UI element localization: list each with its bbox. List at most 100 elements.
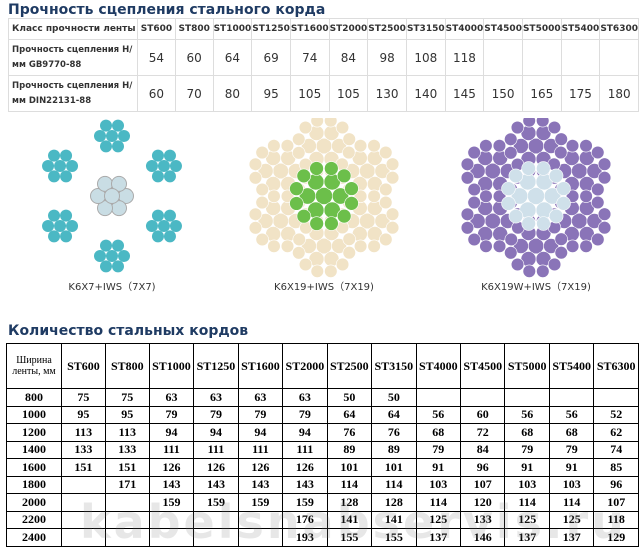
cell: 75: [104, 388, 150, 407]
cell: 105: [289, 75, 330, 112]
wire: [331, 238, 347, 254]
cell: 126: [193, 458, 239, 477]
wire: [504, 146, 518, 160]
cell: 94: [148, 423, 195, 442]
wire: [479, 139, 493, 153]
cell: 76: [371, 423, 417, 442]
cell: 1000: [6, 405, 62, 424]
wire: [460, 171, 475, 185]
title: Прочность сцепления стального корда: [8, 2, 326, 18]
wire: [492, 239, 507, 253]
wire: [292, 232, 306, 247]
wire: [100, 239, 112, 252]
cell: 111: [148, 440, 195, 459]
cell: 74: [593, 440, 639, 459]
wire: [298, 120, 313, 135]
wire: [591, 145, 605, 160]
wire: [106, 250, 118, 262]
cell: 140: [405, 75, 446, 112]
wire: [504, 232, 518, 247]
wire: [267, 139, 281, 153]
cell: 146: [460, 528, 506, 547]
wire: [301, 138, 317, 154]
wire: [54, 220, 67, 232]
cell: 63: [237, 388, 284, 407]
wire: [385, 171, 400, 185]
wire: [151, 170, 164, 183]
wire: [547, 120, 562, 135]
row: 2400 193 155 155 137 146 137 137 129: [6, 528, 639, 547]
wire: [100, 260, 112, 273]
wire: [379, 232, 393, 247]
wire: [267, 189, 281, 203]
wire: [267, 239, 281, 253]
wire: [591, 182, 605, 197]
cell: 69: [251, 39, 291, 76]
header-cell: ST1250: [193, 343, 239, 389]
wire: [248, 157, 263, 171]
cell: 165: [521, 75, 562, 112]
wire: [335, 120, 350, 135]
wire: [374, 213, 391, 229]
wire: [104, 188, 120, 204]
cell: 60: [174, 39, 214, 76]
cell: 62: [593, 423, 639, 442]
cell: 54: [137, 39, 176, 76]
wire: [467, 195, 481, 210]
cell: 79: [504, 440, 550, 459]
wire: [511, 187, 529, 205]
cell: 171: [104, 475, 150, 494]
cell: 111: [237, 440, 284, 459]
cell: 143: [193, 475, 239, 494]
wire: [324, 161, 339, 176]
row: 1800 171 143 143 143 143 114 114 103 107 103 103 96: [6, 475, 639, 494]
title: Количество стальных кордов: [8, 323, 249, 339]
wire: [60, 149, 73, 162]
wire: [586, 213, 603, 229]
wire: [100, 119, 112, 132]
wire: [492, 139, 507, 153]
cell: 176: [282, 510, 328, 529]
wire: [257, 163, 274, 179]
wire: [460, 207, 475, 221]
cell: 80: [212, 75, 253, 112]
wire: [342, 132, 356, 146]
cell: 56: [415, 405, 462, 424]
cell: 84: [328, 39, 369, 76]
diagram-label: K6X19+IWS（7X19): [274, 281, 374, 293]
cell: [504, 388, 550, 407]
row: 2200 176 141 141 125 133 125 125 118: [6, 510, 639, 529]
wire: [548, 208, 564, 224]
wire: [310, 264, 324, 278]
wire: [255, 145, 269, 160]
cell: 151: [60, 458, 106, 477]
wire: [591, 195, 605, 210]
wire: [151, 209, 164, 222]
wire: [299, 187, 317, 205]
wire: [554, 232, 568, 246]
wire: [367, 139, 381, 153]
wire: [597, 171, 612, 185]
wire: [353, 239, 368, 253]
header-cell: ST2000: [328, 18, 369, 40]
cell: 50: [326, 388, 373, 407]
cell: 137: [415, 528, 462, 547]
cell: [415, 388, 462, 407]
wire: [66, 220, 79, 232]
header-cell: ST5000: [504, 343, 550, 389]
cell: 79: [415, 440, 462, 459]
wire: [163, 209, 176, 222]
wire: [344, 196, 359, 211]
cell: 79: [548, 440, 595, 459]
wire: [344, 181, 359, 196]
wire: [521, 216, 536, 231]
header-cell: ST4500: [483, 18, 523, 40]
cell: Прочность сцепления Н/мм GB9770-88: [7, 39, 139, 76]
cell: 143: [282, 475, 328, 494]
cell: 2400: [6, 528, 62, 547]
wire: [469, 213, 486, 229]
cell: 95: [104, 405, 150, 424]
cell: 52: [593, 405, 639, 424]
cell: 79: [193, 405, 239, 424]
wire: [536, 161, 551, 176]
